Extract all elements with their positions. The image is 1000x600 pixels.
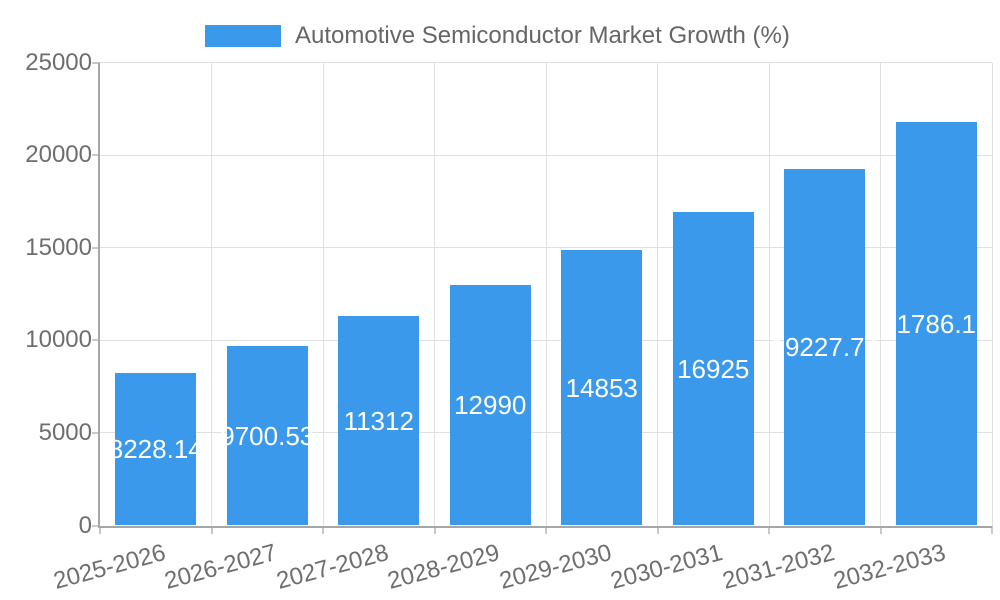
x-tick-0 [99, 525, 101, 534]
y-tick-label-10000: 10000 [25, 326, 92, 354]
gridline-v-7 [880, 62, 881, 526]
gridline-v-6 [768, 62, 770, 526]
y-tick-20000 [92, 154, 100, 157]
x-tick-5 [656, 525, 659, 534]
y-axis-line [98, 62, 100, 528]
x-tick-label-2029-2030: 2029-2030 [496, 539, 615, 595]
gridline-v-3 [434, 62, 435, 526]
y-tick-0 [92, 524, 100, 527]
bar-value-label-2029-2030: 14853 [565, 372, 638, 403]
y-tick-label-5000: 5000 [38, 418, 92, 446]
y-tick-5000 [92, 431, 100, 434]
x-tick-label-2025-2026: 2025-2026 [50, 539, 169, 595]
gridline-v-4 [545, 62, 547, 526]
x-tick-8 [991, 525, 993, 534]
bar-value-label-2030-2031: 16925 [677, 353, 750, 384]
bar-2026-2027[interactable] [226, 345, 308, 526]
gridline-v-8 [991, 62, 993, 526]
bar-2029-2030[interactable] [561, 250, 643, 526]
bar-2032-2033[interactable] [895, 122, 977, 526]
bar-value-label-2032-2033: 21786.18 [882, 308, 991, 339]
x-tick-7 [879, 525, 882, 534]
x-tick-label-2027-2028: 2027-2028 [273, 539, 392, 595]
bar-2030-2031[interactable] [672, 212, 754, 526]
gridline-v-2 [322, 62, 324, 526]
bar-value-label-2027-2028: 11312 [343, 405, 414, 436]
legend-label: Automotive Semiconductor Market Growth (… [295, 22, 790, 49]
x-tick-4 [545, 525, 547, 534]
bar-value-label-2026-2027: 9700.53 [220, 420, 315, 451]
y-tick-25000 [92, 61, 100, 64]
x-axis-line [98, 525, 992, 528]
x-tick-label-2031-2032: 2031-2032 [719, 539, 838, 595]
y-tick-label-25000: 25000 [25, 48, 92, 76]
gridline-v-1 [211, 62, 212, 526]
x-tick-3 [433, 525, 436, 534]
y-tick-10000 [92, 339, 100, 342]
bar-2025-2026[interactable] [115, 373, 197, 526]
y-tick-label-20000: 20000 [25, 141, 92, 169]
x-tick-label-2026-2027: 2026-2027 [162, 539, 280, 595]
bar-value-label-2025-2026: 8228.14 [108, 434, 203, 465]
x-tick-label-2028-2029: 2028-2029 [385, 539, 503, 595]
x-tick-label-2030-2031: 2030-2031 [608, 539, 726, 595]
x-tick-6 [768, 525, 770, 534]
y-tick-15000 [92, 246, 100, 249]
gridline-v-5 [657, 62, 658, 526]
bar-2027-2028[interactable] [338, 316, 420, 526]
chart-legend[interactable]: Automotive Semiconductor Market Growth (… [205, 22, 790, 50]
legend-swatch [205, 25, 281, 47]
bar-2028-2029[interactable] [449, 284, 531, 526]
bar-2031-2032[interactable] [784, 169, 866, 526]
x-tick-label-2032-2033: 2032-2033 [831, 539, 949, 595]
y-tick-label-0: 0 [78, 511, 92, 539]
x-tick-1 [210, 525, 213, 534]
bar-value-label-2028-2029: 12990 [454, 390, 527, 421]
x-tick-2 [322, 525, 324, 534]
y-tick-label-15000: 15000 [25, 233, 92, 261]
bar-value-label-2031-2032: 19227.74 [770, 332, 879, 363]
